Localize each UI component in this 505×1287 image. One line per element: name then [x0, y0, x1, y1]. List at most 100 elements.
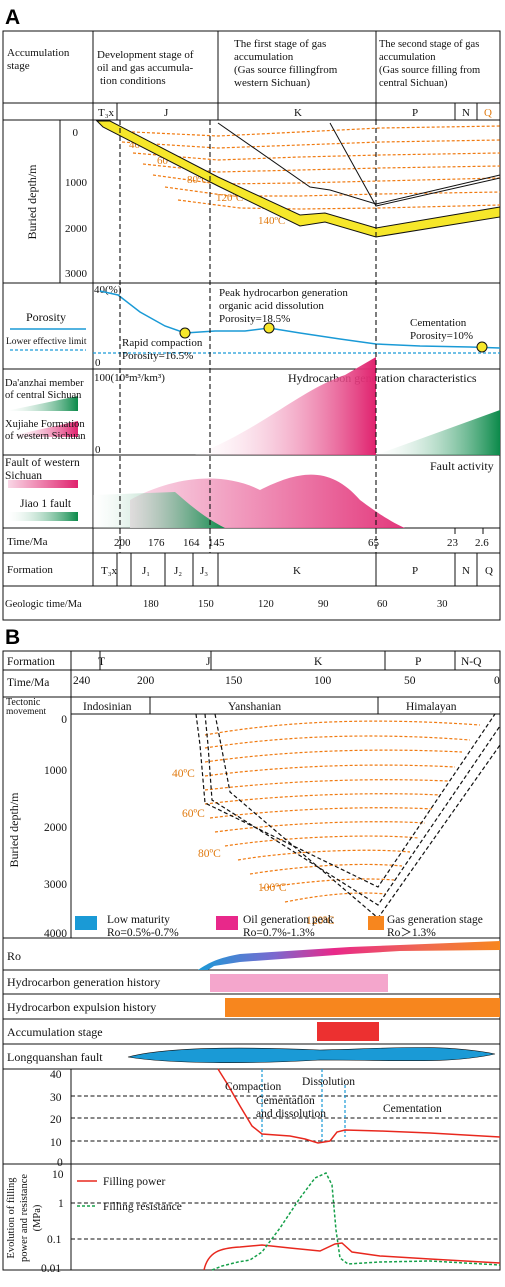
- svg-text:2000: 2000: [44, 822, 67, 834]
- svg-text:J₁: J₁: [142, 565, 150, 577]
- svg-text:1000: 1000: [65, 177, 88, 189]
- burial-a-ylabel: Buried depth/m: [25, 164, 39, 240]
- isotherms-a: [111, 125, 501, 210]
- fault-jiao1-area: [93, 492, 225, 528]
- svg-text:30: 30: [50, 1092, 62, 1104]
- svg-text:central Sichuan): central Sichuan): [379, 78, 448, 89]
- svg-text:1000: 1000: [44, 765, 67, 777]
- panel-a-grid: [3, 31, 500, 587]
- svg-text:0: 0: [57, 1157, 63, 1169]
- svg-text:3000: 3000: [44, 879, 67, 891]
- svg-text:Ro=0.7%-1.3%: Ro=0.7%-1.3%: [243, 927, 315, 939]
- bar-accumulation-stage: [317, 1022, 379, 1041]
- panel-a-time-row: Time/Ma 200 176 164 145 65 23 2.6: [7, 528, 489, 549]
- svg-text:movement: movement: [6, 707, 46, 717]
- svg-text:P: P: [412, 565, 418, 577]
- svg-text:of western Sichuan: of western Sichuan: [5, 431, 86, 442]
- panel-a-header: Accumulation stage Development stage of …: [7, 38, 480, 89]
- svg-text:0: 0: [73, 127, 79, 139]
- header-second-stage: The second stage of gas: [379, 39, 479, 50]
- hc-ymax: 100(10⁸m³/km³): [94, 372, 165, 384]
- filling-resistance-curve: [211, 1172, 501, 1271]
- header-accumulation-stage: Accumulation: [7, 47, 70, 59]
- time-label-a: Time/Ma: [7, 536, 48, 548]
- panel-b-time-row: Time/Ma 240 200 150 100 50 0: [7, 675, 500, 689]
- legend-xujiahe-swatch: [6, 421, 78, 437]
- hc-area-xujiahe: [195, 357, 376, 455]
- svg-text:3000: 3000: [65, 268, 88, 280]
- fault-title: Fault activity: [430, 459, 494, 473]
- svg-text:50: 50: [404, 675, 416, 687]
- ann-rapid-compaction: Rapid compaction: [122, 337, 203, 349]
- svg-text:Porosity=16.5%: Porosity=16.5%: [122, 350, 193, 362]
- svg-text:of central Sichuan: of central Sichuan: [5, 390, 82, 401]
- row-longquanshan-fault: Longquanshan fault: [7, 1050, 103, 1064]
- panel-b-formation-row: Formation T J K P N-Q: [7, 656, 482, 668]
- panel-a-frame: [2, 30, 501, 621]
- svg-text:P: P: [415, 656, 421, 668]
- legend-oil-peak-swatch: [216, 916, 238, 930]
- svg-text:stage: stage: [7, 60, 30, 72]
- marker-cementation: [476, 341, 488, 353]
- tectonic-himalayan: Himalayan: [406, 701, 457, 713]
- panel-a-porosity: Porosity Lower effective limit 40(%) 0 P…: [6, 284, 501, 369]
- svg-text:K: K: [314, 656, 323, 668]
- svg-text:Ro=0.5%-0.7%: Ro=0.5%-0.7%: [107, 927, 179, 939]
- svg-text:(Gas source filling from: (Gas source filling from: [379, 65, 480, 76]
- svg-text:Ro＞1.3%: Ro＞1.3%: [387, 927, 436, 939]
- marker-rapid-compaction: [179, 327, 191, 339]
- ro-legend: Low maturity Ro=0.5%-0.7% Oil generation…: [75, 914, 483, 939]
- legend-oil-peak: Oil generation peak: [243, 914, 334, 926]
- panel-b-label: B: [5, 626, 20, 649]
- svg-text:0: 0: [494, 675, 500, 687]
- legend-filling-power: Filling power: [103, 1176, 165, 1188]
- svg-text:power and resistance: power and resistance: [19, 1174, 30, 1262]
- svg-text:T₃x: T₃x: [101, 565, 118, 577]
- svg-text:100: 100: [314, 675, 332, 687]
- panel-a-formation-row: Formation T₃x J₁ J₂ J₃ K P N Q: [7, 564, 493, 577]
- row-generation-history: Hydrocarbon generation history: [7, 975, 160, 989]
- svg-text:0.1: 0.1: [47, 1234, 62, 1246]
- svg-text:150: 150: [225, 675, 243, 687]
- temp-b-40: 40ºC: [172, 768, 195, 780]
- panel-b-grid: [3, 651, 500, 1270]
- legend-western-fault-swatch: [8, 480, 78, 488]
- svg-text:(MPa): (MPa): [32, 1204, 43, 1231]
- hc-ymin: 0: [95, 444, 101, 456]
- svg-text:western Sichuan): western Sichuan): [234, 77, 310, 89]
- svg-text:tion conditions: tion conditions: [100, 75, 166, 87]
- yellow-layer-band: [95, 120, 501, 238]
- svg-text:60: 60: [377, 599, 388, 610]
- svg-text:20: 20: [50, 1114, 62, 1126]
- hc-area-daanzhai: [376, 410, 500, 455]
- legend-gas-stage: Gas generation stage: [387, 914, 483, 926]
- svg-text:145: 145: [208, 537, 225, 549]
- hc-title: Hydrocarbon generation characteristics: [288, 371, 477, 385]
- burial-curves-a: [217, 122, 501, 207]
- svg-text:150: 150: [198, 599, 214, 610]
- strata-q: Q: [484, 107, 492, 119]
- isotherms-b: [204, 720, 481, 903]
- svg-text:organic acid dissolution: organic acid dissolution: [219, 300, 324, 312]
- temp-b-100: 100ºC: [258, 882, 287, 894]
- ann-cementation: Cementation: [410, 317, 467, 329]
- panel-b-frame: [2, 650, 501, 1271]
- panel-a-label: A: [5, 6, 20, 29]
- legend-low-maturity-swatch: [75, 916, 97, 930]
- strata-j: J: [164, 107, 169, 119]
- strata-n: N: [462, 107, 470, 119]
- svg-text:Q: Q: [485, 565, 493, 577]
- svg-text:J₂: J₂: [174, 565, 182, 577]
- legend-daanzhai: Da'anzhai member: [5, 378, 84, 389]
- svg-text:240: 240: [73, 675, 91, 687]
- svg-text:0: 0: [61, 714, 67, 726]
- svg-text:180: 180: [143, 599, 159, 610]
- label-compaction: Compaction: [225, 1081, 281, 1093]
- panel-a-burial-history: Buried depth/m 0 1000 2000 3000 40ºC 60º…: [25, 120, 501, 280]
- svg-text:10: 10: [50, 1137, 62, 1149]
- filling-gridlines: [71, 1202, 500, 1240]
- svg-text:120: 120: [258, 599, 274, 610]
- svg-text:1: 1: [58, 1198, 64, 1210]
- label-dissolution: Dissolution: [302, 1076, 355, 1088]
- strata-k: K: [294, 107, 302, 119]
